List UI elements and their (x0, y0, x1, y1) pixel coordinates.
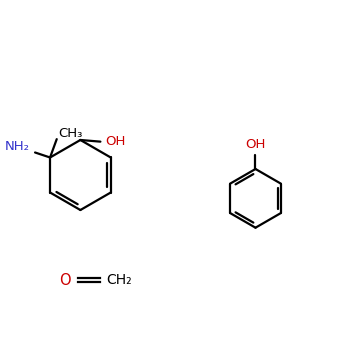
Text: O: O (60, 273, 71, 288)
Text: CH₃: CH₃ (58, 127, 83, 140)
Text: NH₂: NH₂ (5, 140, 30, 153)
Text: OH: OH (105, 135, 126, 148)
Text: CH₂: CH₂ (106, 273, 132, 287)
Text: OH: OH (245, 138, 266, 150)
